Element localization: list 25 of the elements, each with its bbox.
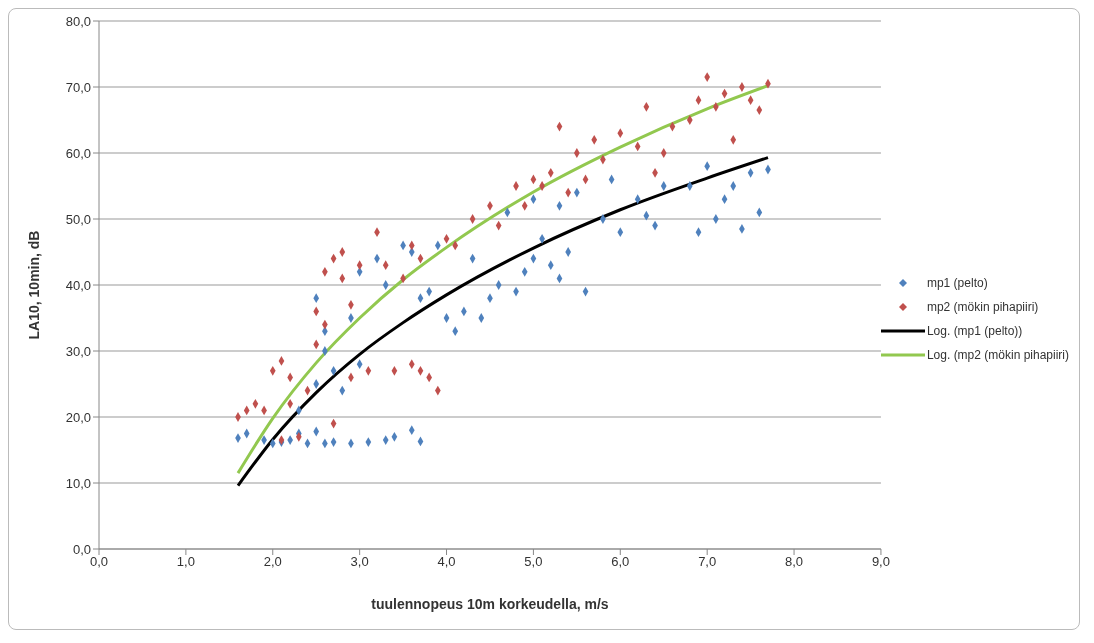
y-tick-label: 70,0 [65,79,91,95]
y-tick-label: 10,0 [65,475,91,491]
x-tick-label: 9,0 [871,554,890,570]
x-tick-label: 0,0 [89,554,109,570]
y-tick-label: 30,0 [65,343,91,359]
y-tick-label: 20,0 [65,409,91,425]
y-tick-label: 40,0 [65,277,91,293]
x-tick-label: 8,0 [785,554,804,570]
y-tick-label: 60,0 [65,145,91,161]
legend-label: mp1 (pelto) [926,276,988,290]
x-tick-label: 2,0 [263,554,282,570]
x-tick-label: 6,0 [611,554,630,570]
y-tick-label: 80,0 [65,13,91,29]
x-tick-label: 4,0 [437,554,456,570]
y-axis-title: LA10, 10min, dB [25,230,42,340]
legend-label: mp2 (mökin pihapiiri) [926,300,1039,314]
x-tick-label: 1,0 [176,554,195,570]
y-tick-label: 50,0 [65,211,91,227]
x-tick-label: 7,0 [698,554,717,570]
x-tick-label: 5,0 [524,554,543,570]
x-tick-label: 3,0 [350,554,369,570]
x-axis-title: tuulennopeus 10m korkeudella, m/s [371,596,609,612]
legend-label: Log. (mp1 (pelto)) [926,324,1023,338]
y-tick-label: 0,0 [72,541,91,557]
legend-label: Log. (mp2 (mökin pihapiiri) [926,348,1069,362]
